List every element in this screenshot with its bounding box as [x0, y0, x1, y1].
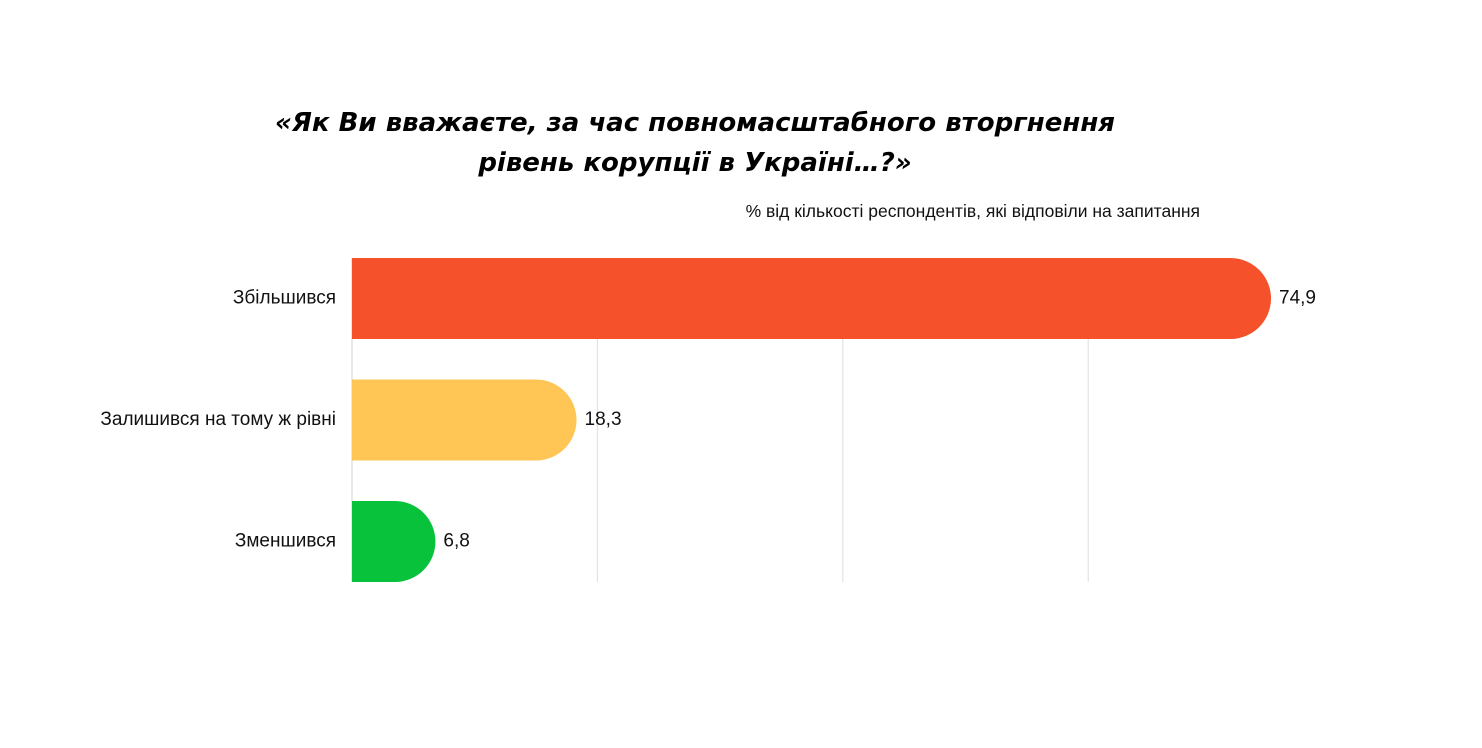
category-labels: Збільшився Залишився на тому ж рівні Зменш… [100, 288, 336, 552]
value-labels: 74,9 18,3 6,8 [443, 288, 1316, 552]
category-label-3: Зменшився [235, 531, 336, 552]
chart-subtitle: % від кількості респондентів, які відпов… [745, 201, 1200, 221]
bar-3 [352, 501, 436, 582]
value-label-3: 6,8 [443, 531, 469, 552]
category-label-2: Залишився на тому ж рівні [100, 409, 336, 430]
bar-1 [352, 258, 1272, 339]
category-label-1: Збільшився [233, 288, 336, 309]
value-label-2: 18,3 [585, 409, 622, 430]
bars [352, 258, 1272, 582]
bar-2 [352, 379, 577, 461]
chart-title: «Як Ви вважаєте, за час повномасштабного… [275, 108, 1115, 178]
value-label-1: 74,9 [1279, 288, 1316, 309]
